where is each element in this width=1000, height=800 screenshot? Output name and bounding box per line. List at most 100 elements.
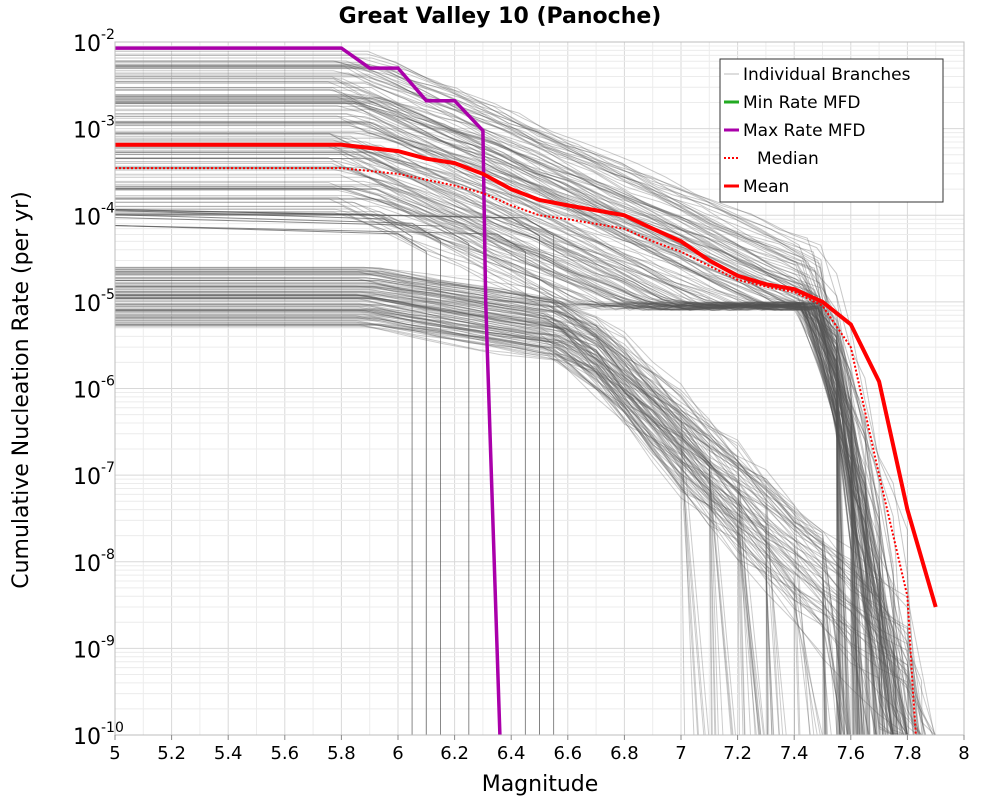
branch-line bbox=[115, 214, 866, 736]
branch-line bbox=[115, 306, 841, 736]
branch-line bbox=[115, 267, 925, 736]
branch-line bbox=[115, 97, 892, 736]
legend-label: Max Rate MFD bbox=[743, 121, 865, 141]
branch-line bbox=[115, 158, 877, 736]
branch-line bbox=[115, 168, 895, 736]
branch-line bbox=[115, 196, 861, 736]
x-tick-label: 7.4 bbox=[780, 743, 809, 764]
y-tick-label: 10-9 bbox=[73, 633, 115, 663]
branch-line bbox=[115, 57, 858, 736]
legend-label: Mean bbox=[743, 177, 789, 197]
branch-line bbox=[115, 315, 823, 736]
branch-line bbox=[115, 298, 699, 736]
branch-line bbox=[115, 293, 774, 736]
branch-line bbox=[115, 314, 706, 736]
max-rate-mfd-line bbox=[115, 46, 502, 736]
x-tick-label: 7.6 bbox=[836, 743, 865, 764]
branch-line bbox=[115, 81, 929, 736]
branch-line bbox=[115, 274, 935, 736]
branch-line bbox=[115, 176, 886, 736]
branch-line bbox=[115, 308, 712, 736]
branch-line bbox=[115, 273, 850, 736]
branch-line bbox=[115, 269, 717, 736]
branch-line bbox=[115, 313, 764, 736]
branch-line bbox=[115, 139, 842, 736]
branch-line bbox=[115, 270, 746, 736]
branch-line bbox=[115, 321, 842, 736]
branch-line bbox=[115, 303, 773, 736]
branch-line bbox=[115, 145, 888, 736]
branch-line bbox=[115, 105, 899, 736]
branch-line bbox=[115, 287, 710, 736]
branch-line bbox=[115, 295, 826, 736]
branch-line bbox=[115, 320, 821, 736]
branch-line bbox=[115, 62, 925, 736]
branch-line bbox=[115, 63, 845, 736]
branch-line bbox=[115, 66, 869, 736]
branch-line bbox=[115, 308, 857, 736]
branch-line bbox=[115, 152, 893, 736]
branch-line bbox=[115, 287, 780, 736]
x-tick-label: 6.8 bbox=[610, 743, 639, 764]
branch-line bbox=[115, 310, 934, 736]
branch-line bbox=[115, 309, 846, 736]
branch-line bbox=[115, 211, 857, 736]
branch-line bbox=[115, 278, 864, 736]
branch-line bbox=[115, 95, 857, 736]
branch-line bbox=[115, 133, 860, 736]
branch-line bbox=[115, 297, 800, 736]
branch-line bbox=[115, 187, 903, 736]
branch-line bbox=[115, 294, 828, 736]
branch-line bbox=[115, 268, 751, 736]
x-axis-label: Magnitude bbox=[482, 772, 599, 797]
x-tick-label: 5.4 bbox=[214, 743, 243, 764]
branch-line bbox=[115, 272, 919, 736]
branch-line bbox=[115, 187, 865, 736]
branch-line bbox=[115, 285, 780, 736]
branch-line bbox=[115, 271, 719, 736]
branch-line bbox=[115, 202, 884, 736]
branch-line bbox=[115, 66, 923, 736]
branch-line bbox=[115, 309, 733, 736]
branch-line bbox=[115, 149, 856, 736]
branch-line bbox=[115, 64, 925, 736]
branch-line bbox=[115, 167, 863, 736]
branch-line bbox=[115, 105, 905, 736]
branch-line bbox=[115, 273, 756, 736]
branch-line bbox=[115, 98, 877, 736]
branch-line bbox=[115, 271, 838, 736]
branch-line bbox=[114, 225, 427, 735]
branch-line bbox=[115, 120, 891, 736]
y-axis-ticks: 10-2 10-3 10-4 10-5 10-6 10-7 10-8 10-9 10-10 bbox=[73, 27, 124, 750]
branch-line bbox=[115, 78, 854, 736]
branch-line bbox=[114, 225, 526, 735]
branch-line bbox=[115, 158, 911, 736]
branch-line bbox=[115, 213, 878, 736]
branch-line bbox=[115, 151, 908, 736]
y-tick-label: 10-10 bbox=[73, 720, 124, 750]
branch-line bbox=[115, 291, 916, 736]
branch-line bbox=[115, 132, 914, 736]
branch-line bbox=[115, 141, 899, 736]
branch-line bbox=[115, 280, 699, 736]
branch-line bbox=[115, 147, 918, 736]
branch-line bbox=[115, 72, 892, 736]
branch-line bbox=[115, 285, 906, 736]
branch-line bbox=[115, 280, 734, 736]
branch-line bbox=[115, 266, 811, 736]
branch-line bbox=[115, 292, 736, 736]
branch-line bbox=[115, 158, 854, 736]
branch-line bbox=[115, 300, 914, 736]
legend: Individual Branches Min Rate MFD Max Rate … bbox=[719, 58, 944, 203]
branch-line bbox=[115, 198, 895, 736]
y-tick-label: 10-7 bbox=[73, 460, 115, 490]
branch-line bbox=[115, 78, 852, 736]
y-tick-label: 10-6 bbox=[73, 374, 115, 404]
branch-line bbox=[115, 188, 915, 736]
branch-line bbox=[115, 75, 928, 736]
branch-line bbox=[115, 274, 848, 736]
x-tick-label: 5.8 bbox=[327, 743, 356, 764]
branch-line bbox=[115, 197, 862, 736]
branch-line bbox=[115, 68, 870, 736]
